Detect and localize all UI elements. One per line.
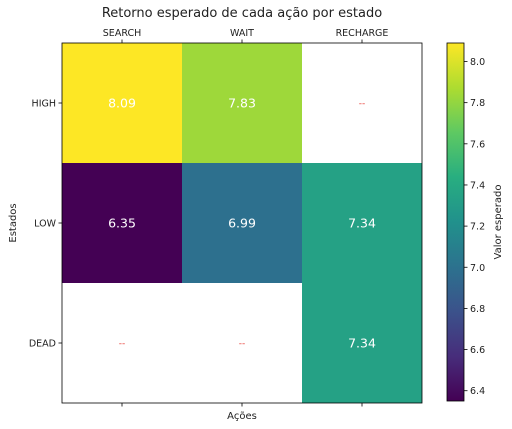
- colorbar-tick-label: 7.2: [470, 222, 485, 233]
- y-tick-label: HIGH: [32, 99, 56, 110]
- cell-label: --: [359, 99, 366, 109]
- heatmap-cell-dead-search: [62, 283, 182, 403]
- colorbar-tick-label: 7.4: [470, 180, 485, 191]
- heatmap-cell-high-wait: [182, 43, 302, 163]
- cell-label: --: [119, 339, 126, 349]
- heatmap-cell-dead-recharge: [302, 283, 422, 403]
- cell-label: 6.35: [108, 216, 136, 231]
- y-tick-label: DEAD: [29, 339, 56, 350]
- colorbar-tick-label: 8.0: [470, 57, 485, 68]
- colorbar-tick-label: 6.8: [470, 304, 485, 315]
- cell-label: 7.34: [348, 216, 376, 231]
- colorbar: [446, 42, 465, 402]
- y-axis-label: Estados: [8, 203, 19, 242]
- colorbar-tick-label: 7.8: [470, 98, 485, 109]
- y-tick-label: LOW: [34, 219, 56, 230]
- x-tick-label: RECHARGE: [336, 28, 389, 39]
- colorbar-tick-label: 6.6: [470, 345, 485, 356]
- heatmap-cell-high-recharge: [302, 43, 422, 163]
- chart-title: Retorno esperado de cada ação por estado: [102, 6, 382, 21]
- colorbar-tick-label: 7.0: [470, 263, 485, 274]
- x-tick-label: WAIT: [230, 28, 254, 39]
- x-axis-ticks: SEARCH WAIT RECHARGE: [103, 28, 389, 407]
- x-tick-label: SEARCH: [103, 28, 141, 39]
- heatmap-cell-low-recharge: [302, 163, 422, 283]
- colorbar-label: Valor esperado: [493, 185, 504, 260]
- cell-label: --: [239, 339, 246, 349]
- x-axis-label: Ações: [227, 411, 257, 422]
- heatmap-cell-low-search: [62, 163, 182, 283]
- heatmap-cell-dead-wait: [182, 283, 302, 403]
- y-axis-ticks: HIGH LOW DEAD: [29, 99, 62, 350]
- colorbar-ticks: 6.4 6.6 6.8 7.0 7.2 7.4 7.6 7.8 8.0: [464, 57, 485, 397]
- cell-label: 7.83: [228, 96, 256, 111]
- cell-label: 6.99: [228, 216, 256, 231]
- cell-label: 7.34: [348, 336, 376, 351]
- colorbar-tick-label: 6.4: [470, 386, 485, 397]
- colorbar-tick-label: 7.6: [470, 139, 485, 150]
- cell-label: 8.09: [108, 96, 136, 111]
- heatmap-cell-high-search: [62, 43, 182, 163]
- heatmap-cell-low-wait: [182, 163, 302, 283]
- heatmap-cells: 8.09 7.83 -- 6.35 6.99 7.34 -- -- 7.34: [62, 43, 422, 403]
